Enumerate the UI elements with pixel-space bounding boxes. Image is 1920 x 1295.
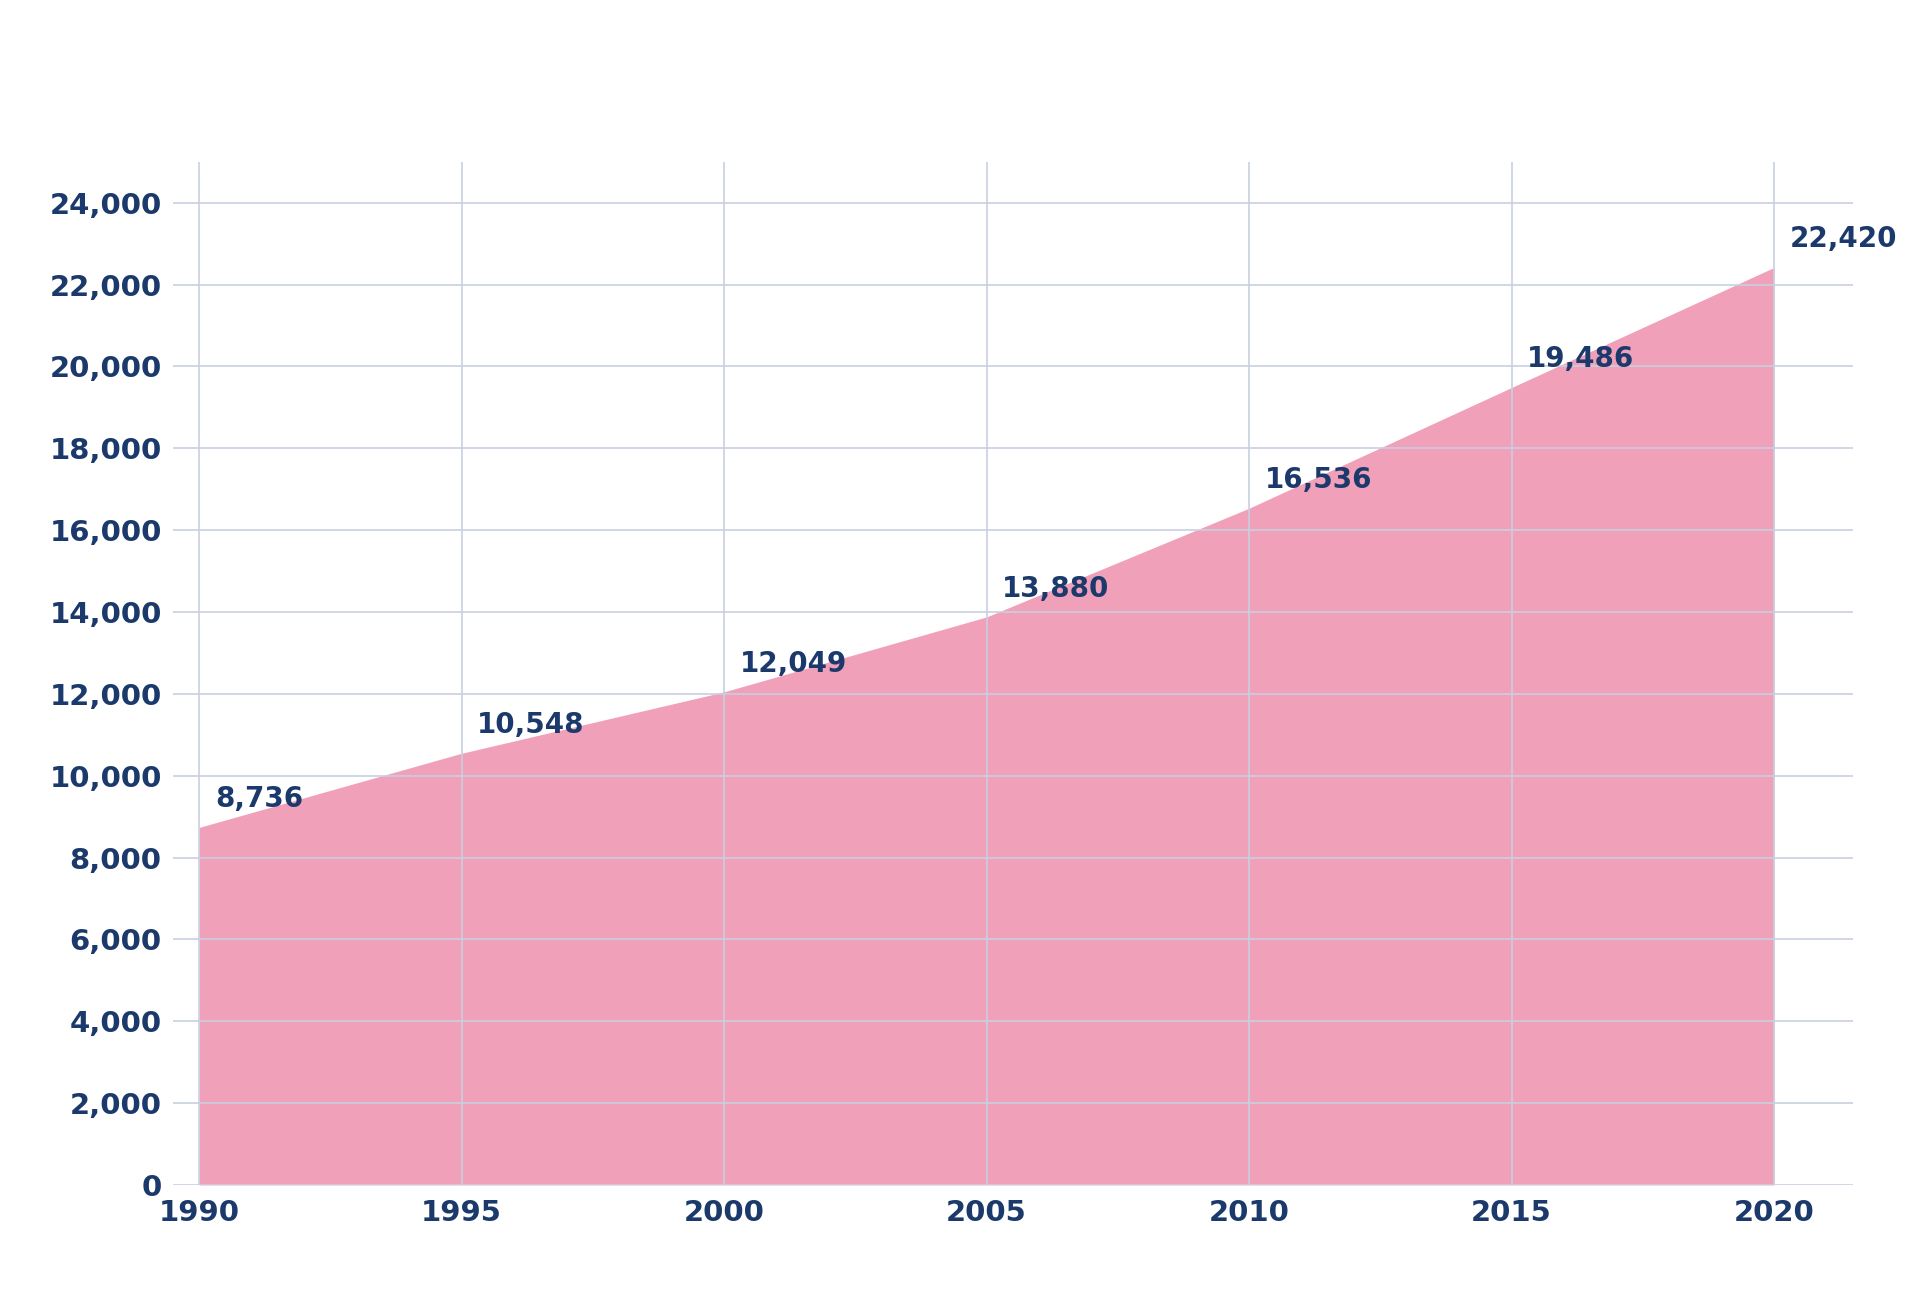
Text: 10,548: 10,548 <box>478 711 586 739</box>
Text: 22,420: 22,420 <box>1789 225 1897 253</box>
Text: 12,049: 12,049 <box>739 650 847 677</box>
Text: 16,536: 16,536 <box>1265 466 1373 493</box>
Text: 13,880: 13,880 <box>1002 575 1110 602</box>
Text: Development of the number of beneficiaries: Development of the number of beneficiari… <box>134 70 1173 113</box>
Text: 19,486: 19,486 <box>1526 346 1634 373</box>
Text: 8,736: 8,736 <box>215 785 303 813</box>
